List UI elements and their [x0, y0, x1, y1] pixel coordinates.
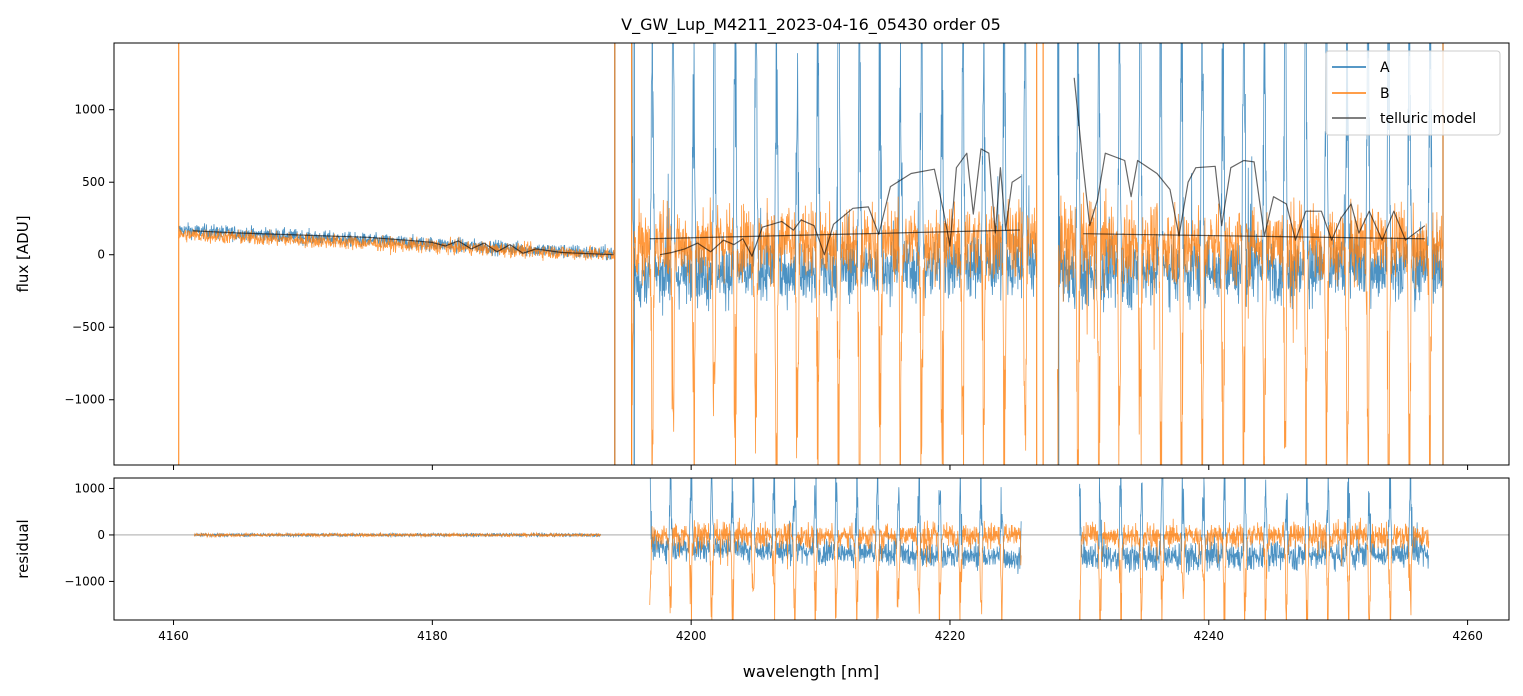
series-b-segment-2: [1079, 517, 1430, 620]
x-tick-label: 4240: [1194, 629, 1225, 643]
telluric-model-curve-1: [659, 148, 1022, 257]
series-a-segment-1: [631, 43, 1038, 316]
legend-label-b: B: [1380, 86, 1390, 102]
flux-axes-frame: [113, 42, 1510, 466]
telluric-continuum-0: [649, 229, 1020, 240]
residual-y-tick-label: −1000: [64, 574, 105, 588]
residual-y-label: residual: [14, 519, 32, 578]
series-b-segment-1: [649, 517, 1022, 620]
axis-ticks: 1000 500 0 −500 −1000 4160 4180 4200 4220 4240 426…: [64, 103, 1482, 643]
legend-box: [1325, 50, 1501, 136]
series-a-segment-1: [649, 478, 1022, 575]
flux-plot-data: [178, 43, 1444, 465]
x-tick-label: 4160: [158, 629, 189, 643]
legend: A B telluric model: [1325, 50, 1501, 136]
residual-axes-frame: [113, 477, 1510, 621]
legend-label-a: A: [1380, 60, 1390, 76]
x-tick-label: 4180: [417, 629, 448, 643]
residual-plot-data: [114, 478, 1509, 620]
x-tick-label: 4200: [676, 629, 707, 643]
flux-y-tick-label: −1000: [64, 393, 105, 407]
chart-title: V_GW_Lup_M4211_2023-04-16_05430 order 05: [621, 15, 1001, 35]
flux-y-tick-label: 0: [97, 248, 105, 262]
flux-y-tick-label: −500: [72, 320, 105, 334]
series-a-segment-2: [1078, 478, 1430, 575]
telluric-model-curve-2: [1073, 77, 1426, 241]
series-b-segment-0: [193, 531, 601, 539]
series-b-segment-1: [631, 196, 1038, 465]
flux-y-tick-label: 500: [82, 175, 105, 189]
x-axis-label: wavelength [nm]: [743, 662, 880, 681]
residual-y-tick-label: 1000: [74, 481, 105, 495]
flux-y-tick-label: 1000: [74, 103, 105, 117]
telluric-continuum-1: [1083, 233, 1425, 240]
flux-y-label: flux [ADU]: [14, 215, 32, 292]
x-tick-label: 4220: [935, 629, 966, 643]
telluric-model-curve-0: [192, 230, 614, 256]
x-tick-label: 4260: [1452, 629, 1483, 643]
legend-label-telluric: telluric model: [1380, 111, 1476, 127]
series-b-segment-0: [178, 228, 616, 261]
residual-y-tick-label: 0: [97, 528, 105, 542]
